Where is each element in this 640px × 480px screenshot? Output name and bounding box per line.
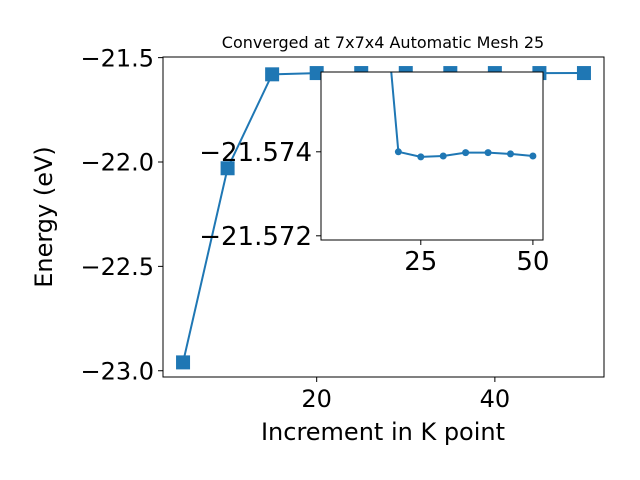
marker: [176, 355, 191, 370]
x-tick-label: 40: [480, 385, 511, 413]
marker: [417, 153, 425, 161]
y-tick-label: −21.5: [80, 44, 154, 72]
series-line: [390, 72, 534, 158]
series-group: [390, 72, 537, 161]
y-axis-label: Energy (eV): [30, 146, 58, 288]
y-tick-label: −23.0: [80, 357, 154, 385]
marker: [309, 66, 324, 81]
marker: [394, 148, 402, 156]
y-tick-label: −21.574: [199, 138, 312, 168]
x-tick-label: 50: [516, 247, 549, 277]
x-tick-label: 20: [301, 385, 332, 413]
marker: [220, 161, 235, 176]
axes-frame: [162, 56, 605, 378]
marker: [462, 149, 470, 157]
x-tick-label: 25: [404, 247, 437, 277]
chart-title: Converged at 7x7x4 Automatic Mesh 25: [222, 33, 544, 52]
y-tick-label: −21.572: [199, 222, 312, 252]
marker: [506, 150, 514, 158]
marker: [529, 152, 537, 160]
marker: [576, 66, 591, 81]
axes-frame: [320, 71, 544, 241]
marker: [265, 67, 280, 82]
y-tick-label: −22.5: [80, 253, 154, 281]
marker: [439, 152, 447, 160]
x-axis-label: Increment in K point: [261, 418, 505, 446]
y-tick-label: −22.0: [80, 149, 154, 177]
marker: [484, 149, 492, 157]
